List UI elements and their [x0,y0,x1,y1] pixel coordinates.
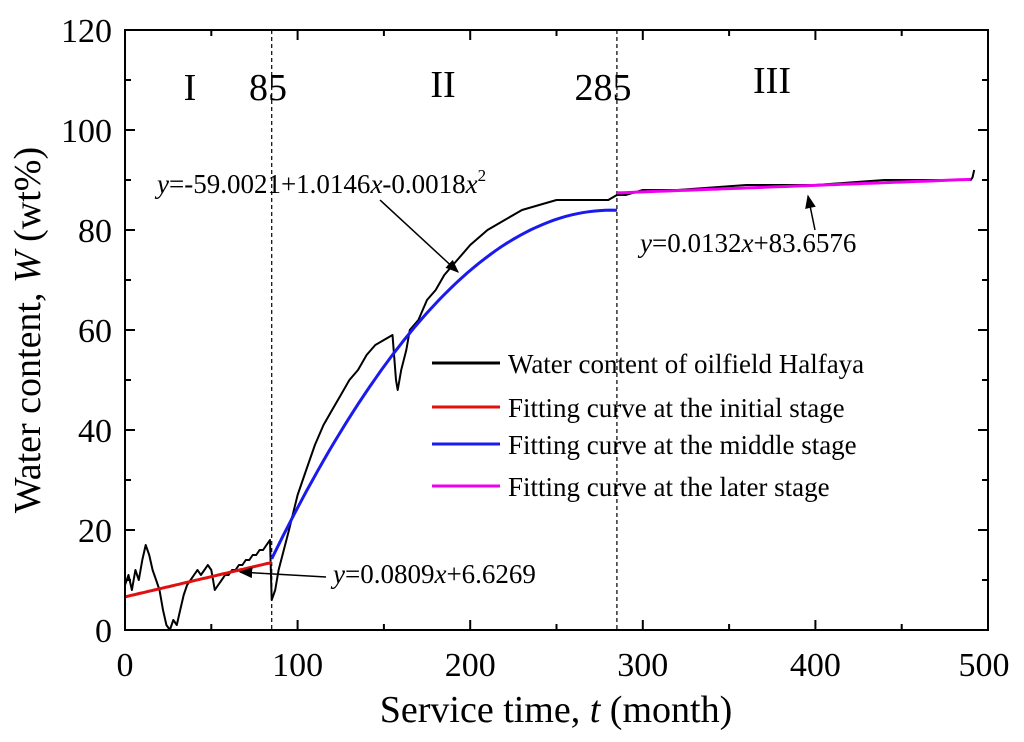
series-line-measured [125,169,976,630]
plot-frame [124,29,989,631]
equation-initial-arrow [238,567,327,579]
legend-label-middle: Fitting curve at the middle stage [508,430,857,460]
x-tick-label: 400 [790,647,841,684]
equation-later-arrow [805,194,816,231]
equation-later-stage: y=0.0132x+83.6576 [637,228,856,258]
series-line-initial-fit [125,561,273,599]
boundary-label-85: 85 [249,67,287,109]
legend: Water content of oilfield Halfaya Fittin… [432,349,864,502]
stage-label-3: III [753,60,791,102]
y-tick-label: 40 [78,413,112,450]
x-tick-labels: 0 100 200 300 400 500 [117,647,1010,684]
y-tick-label: 60 [78,313,112,350]
series-line-later-fit [616,177,971,195]
equation-middle-stage: y=-59.0021+1.0146x-0.0018x2 [154,166,486,199]
y-tick-label: 20 [78,513,112,550]
y-axis-title: Water content, W (wt%) [7,147,49,513]
stage-label-1: I [184,67,197,109]
x-tick-label: 0 [117,647,134,684]
x-tick-label: 300 [617,647,668,684]
legend-label-initial: Fitting curve at the initial stage [508,393,845,423]
x-axis-title: Service time, t (month) [380,689,732,731]
equation-initial-stage: y=0.0809x+6.6269 [330,559,536,589]
series-line-middle-fit [270,208,617,560]
equation-middle-arrow [379,199,459,273]
y-tick-label: 80 [78,213,112,250]
legend-label-later: Fitting curve at the later stage [508,472,830,502]
stage-boundaries [271,30,618,630]
legend-label-measured: Water content of oilfield Halfaya [508,349,864,379]
x-tick-label: 500 [959,647,1010,684]
y-tick-label: 120 [61,13,112,50]
x-tick-label: 200 [445,647,496,684]
y-tick-label: 0 [95,613,112,650]
axis-ticks [124,29,989,631]
x-tick-label: 100 [272,647,323,684]
y-tick-label: 100 [61,113,112,150]
stage-label-2: II [430,64,455,106]
boundary-label-285: 285 [575,67,632,109]
y-tick-labels: 0 20 40 60 80 100 120 [61,13,112,650]
